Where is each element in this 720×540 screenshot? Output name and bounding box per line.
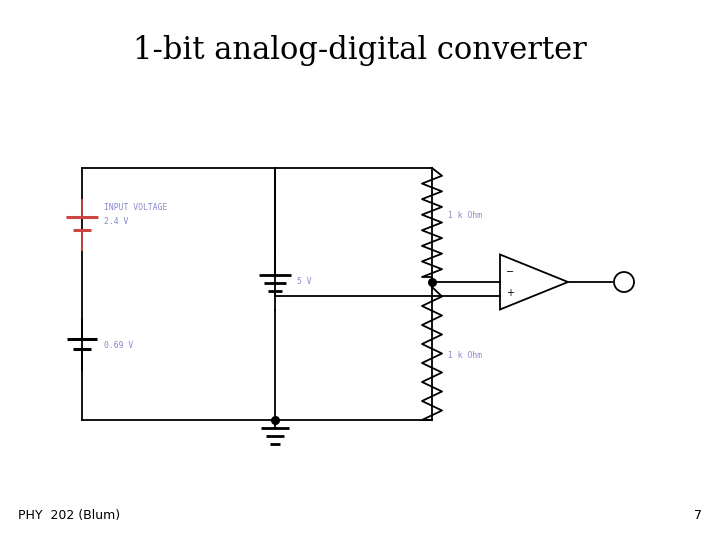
Text: 0.69 V: 0.69 V bbox=[104, 341, 133, 349]
Text: −: − bbox=[506, 267, 514, 277]
Text: 1-bit analog-digital converter: 1-bit analog-digital converter bbox=[133, 35, 587, 65]
Text: PHY  202 (Blum): PHY 202 (Blum) bbox=[18, 509, 120, 522]
Text: 7: 7 bbox=[694, 509, 702, 522]
Text: +: + bbox=[506, 288, 514, 298]
Text: 2.4 V: 2.4 V bbox=[104, 218, 128, 226]
Text: 5 V: 5 V bbox=[297, 278, 312, 287]
Text: 1 k Ohm: 1 k Ohm bbox=[448, 211, 482, 219]
Text: 1 k Ohm: 1 k Ohm bbox=[448, 352, 482, 361]
Text: INPUT VOLTAGE: INPUT VOLTAGE bbox=[104, 202, 167, 212]
